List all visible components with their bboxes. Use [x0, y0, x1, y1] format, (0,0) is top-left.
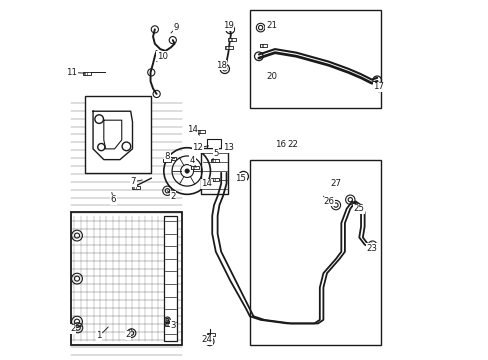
Bar [168, 157, 176, 160]
Bar [249, 160, 380, 345]
Text: 15: 15 [235, 174, 246, 183]
Text: 7: 7 [130, 177, 142, 186]
Text: 10: 10 [156, 52, 167, 62]
Bar [196, 130, 204, 133]
Text: 14: 14 [201, 179, 214, 188]
Text: 4: 4 [189, 156, 196, 167]
Bar [206, 333, 214, 336]
Text: 13: 13 [221, 143, 233, 152]
Bar [201, 148, 228, 194]
Text: 1: 1 [96, 327, 108, 341]
Text: 26: 26 [323, 196, 334, 206]
Bar [190, 166, 198, 169]
Text: 20: 20 [265, 72, 276, 81]
Circle shape [184, 169, 189, 173]
Bar [228, 38, 236, 41]
Text: 23: 23 [366, 243, 377, 253]
Bar [211, 178, 219, 181]
Bar [163, 159, 170, 162]
Text: 18: 18 [215, 61, 226, 70]
Text: 12: 12 [192, 143, 208, 152]
Bar [249, 10, 380, 108]
Bar [83, 72, 91, 75]
Text: 24: 24 [201, 334, 212, 344]
Text: 21: 21 [265, 21, 276, 30]
Text: 3: 3 [167, 320, 175, 330]
Text: 25: 25 [353, 203, 364, 213]
Text: 2: 2 [125, 329, 131, 339]
Text: 6: 6 [111, 193, 116, 204]
Bar [211, 159, 219, 162]
Text: 11: 11 [66, 68, 85, 77]
Text: 8: 8 [164, 152, 174, 161]
Text: 9: 9 [171, 23, 179, 33]
Text: 2: 2 [70, 324, 81, 333]
Text: 27: 27 [330, 179, 341, 188]
Bar [85, 96, 151, 173]
Text: 2: 2 [167, 191, 175, 201]
Text: 14: 14 [186, 125, 199, 135]
Bar [132, 186, 140, 189]
Bar [70, 212, 182, 345]
Text: 16: 16 [274, 140, 285, 149]
Bar [225, 46, 233, 49]
Text: 19: 19 [223, 21, 233, 31]
Bar [164, 323, 172, 325]
Bar [259, 44, 267, 47]
Text: 22: 22 [287, 140, 298, 149]
Text: 17: 17 [373, 82, 384, 92]
Bar [206, 139, 221, 148]
Text: 5: 5 [212, 149, 218, 160]
Bar [163, 216, 177, 341]
